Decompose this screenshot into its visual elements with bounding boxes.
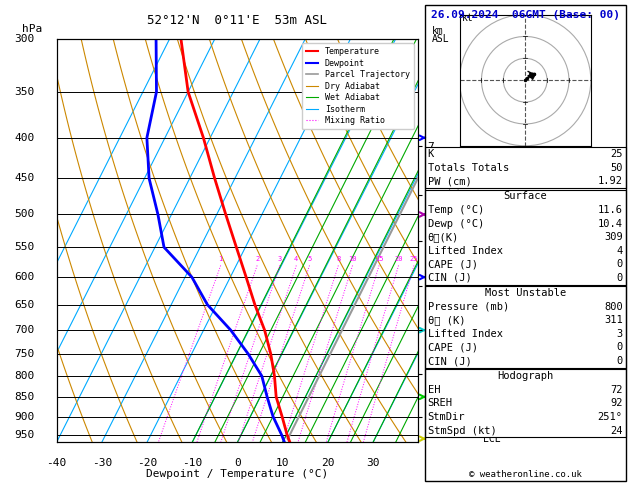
Text: CIN (J): CIN (J): [428, 356, 472, 366]
Text: 92: 92: [610, 399, 623, 408]
Text: Lifted Index: Lifted Index: [428, 329, 503, 339]
Text: PW (cm): PW (cm): [428, 176, 472, 186]
Text: 0: 0: [616, 260, 623, 269]
Text: 400: 400: [14, 133, 35, 143]
Text: 25: 25: [409, 256, 418, 262]
Text: 0: 0: [616, 273, 623, 283]
Text: Temp (°C): Temp (°C): [428, 205, 484, 215]
Text: 0: 0: [234, 458, 241, 469]
Text: 24: 24: [610, 426, 623, 435]
Text: θᴇ (K): θᴇ (K): [428, 315, 465, 325]
Text: Dewp (°C): Dewp (°C): [428, 219, 484, 228]
Text: Most Unstable: Most Unstable: [484, 288, 566, 298]
Text: kt: kt: [462, 13, 474, 23]
Text: 20: 20: [394, 256, 403, 262]
Text: 0: 0: [616, 356, 623, 366]
Text: Totals Totals: Totals Totals: [428, 163, 509, 173]
Text: 50: 50: [610, 163, 623, 173]
Text: 4: 4: [616, 246, 623, 256]
Text: CIN (J): CIN (J): [428, 273, 472, 283]
Text: 251°: 251°: [598, 412, 623, 422]
Text: Mixing Ratio (g/kg): Mixing Ratio (g/kg): [450, 185, 460, 296]
Text: 450: 450: [14, 173, 35, 183]
Text: hPa: hPa: [22, 24, 42, 34]
Text: StmDir: StmDir: [428, 412, 465, 422]
Text: 700: 700: [14, 325, 35, 335]
Text: 4: 4: [294, 256, 298, 262]
Text: CAPE (J): CAPE (J): [428, 260, 477, 269]
Text: 650: 650: [14, 300, 35, 310]
Text: 500: 500: [14, 209, 35, 220]
Text: EH: EH: [428, 385, 440, 395]
Text: 10: 10: [276, 458, 289, 469]
Text: 15: 15: [375, 256, 383, 262]
Text: 10: 10: [348, 256, 357, 262]
Text: 550: 550: [14, 242, 35, 252]
Text: Dewpoint / Temperature (°C): Dewpoint / Temperature (°C): [147, 469, 328, 479]
Text: 52°12'N  0°11'E  53m ASL: 52°12'N 0°11'E 53m ASL: [147, 14, 328, 27]
Text: -20: -20: [137, 458, 157, 469]
Text: LCL: LCL: [484, 434, 501, 444]
Text: θᴇ(K): θᴇ(K): [428, 232, 459, 242]
Text: 30: 30: [366, 458, 380, 469]
Text: 950: 950: [14, 430, 35, 440]
Text: ASL: ASL: [432, 34, 450, 44]
Text: 25: 25: [610, 149, 623, 159]
Text: -30: -30: [92, 458, 112, 469]
Text: 311: 311: [604, 315, 623, 325]
Text: K: K: [428, 149, 434, 159]
Text: 2: 2: [255, 256, 259, 262]
Text: 0: 0: [616, 343, 623, 352]
Text: StmSpd (kt): StmSpd (kt): [428, 426, 496, 435]
Text: 800: 800: [604, 302, 623, 312]
Text: 72: 72: [610, 385, 623, 395]
Text: 1: 1: [218, 256, 223, 262]
Text: -40: -40: [47, 458, 67, 469]
Text: 350: 350: [14, 87, 35, 97]
Text: km: km: [432, 26, 444, 36]
Text: 600: 600: [14, 272, 35, 282]
Text: CAPE (J): CAPE (J): [428, 343, 477, 352]
Text: 10.4: 10.4: [598, 219, 623, 228]
Text: 900: 900: [14, 412, 35, 421]
Text: 8: 8: [337, 256, 340, 262]
Text: 11.6: 11.6: [598, 205, 623, 215]
Text: © weatheronline.co.uk: © weatheronline.co.uk: [469, 469, 582, 479]
Text: 750: 750: [14, 349, 35, 359]
Text: 3: 3: [277, 256, 282, 262]
Text: 3: 3: [616, 329, 623, 339]
Text: Pressure (mb): Pressure (mb): [428, 302, 509, 312]
Text: 850: 850: [14, 392, 35, 402]
Text: 309: 309: [604, 232, 623, 242]
Text: 26.09.2024  06GMT (Base: 00): 26.09.2024 06GMT (Base: 00): [431, 10, 620, 20]
Text: 5: 5: [308, 256, 311, 262]
Text: 1.92: 1.92: [598, 176, 623, 186]
Text: 300: 300: [14, 34, 35, 44]
Text: 800: 800: [14, 371, 35, 381]
Legend: Temperature, Dewpoint, Parcel Trajectory, Dry Adiabat, Wet Adiabat, Isotherm, Mi: Temperature, Dewpoint, Parcel Trajectory…: [302, 43, 414, 129]
Text: SREH: SREH: [428, 399, 453, 408]
Text: Surface: Surface: [503, 191, 547, 201]
Text: 20: 20: [321, 458, 335, 469]
Text: Hodograph: Hodograph: [497, 371, 554, 381]
Text: Lifted Index: Lifted Index: [428, 246, 503, 256]
Text: -10: -10: [182, 458, 203, 469]
